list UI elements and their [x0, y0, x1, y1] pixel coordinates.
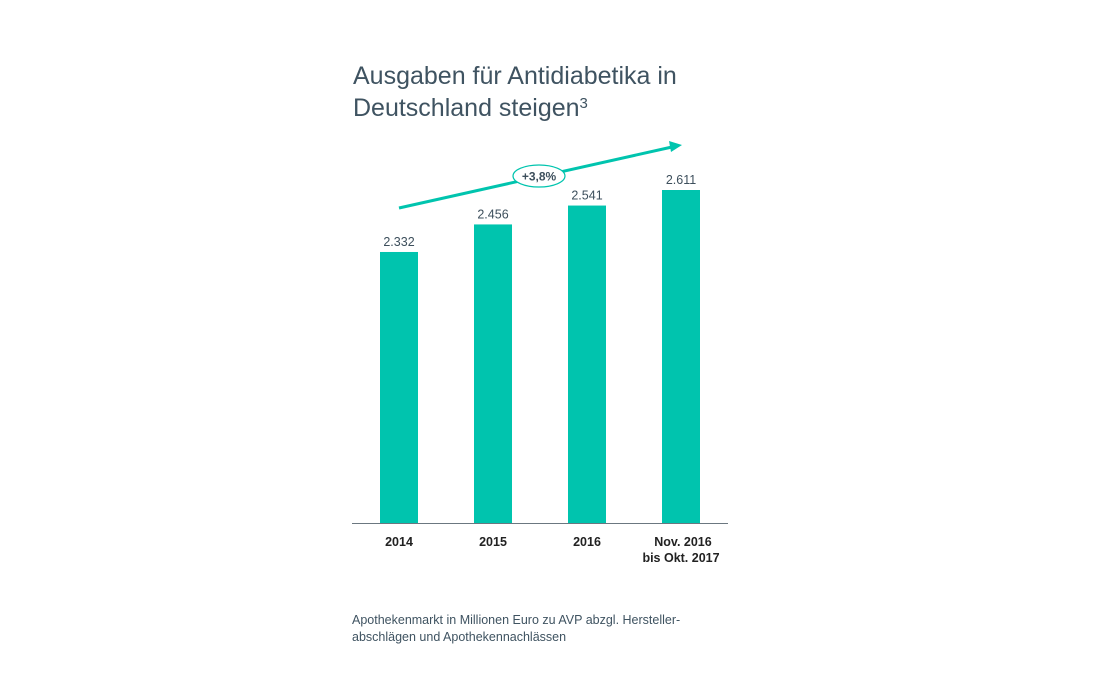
- value-label: 2.541: [571, 189, 602, 203]
- bar: [662, 190, 700, 523]
- chart-title: Ausgaben für Antidiabetika in Deutschlan…: [353, 60, 753, 124]
- footnote: Apothekenmarkt in Millionen Euro zu AVP …: [352, 613, 681, 644]
- trend-arrow-head: [669, 141, 682, 152]
- x-tick-label: 2016: [573, 535, 601, 549]
- trend-label: +3,8%: [522, 170, 557, 184]
- x-tick-label: 2014: [385, 535, 413, 549]
- value-label: 2.456: [477, 207, 508, 221]
- trend-badge: [512, 164, 566, 188]
- title-text: Ausgaben für Antidiabetika in Deutschlan…: [353, 62, 677, 122]
- value-label: 2.332: [383, 235, 414, 249]
- x-tick-label: 2015: [479, 535, 507, 549]
- title-footnote-ref: 3: [579, 95, 588, 112]
- bar: [380, 251, 418, 524]
- value-label: 2.611: [666, 173, 696, 187]
- bar: [474, 224, 512, 523]
- x-tick-label: Nov. 2016: [654, 535, 711, 549]
- x-tick-label: bis Okt. 2017: [642, 551, 719, 565]
- bar: [568, 205, 606, 524]
